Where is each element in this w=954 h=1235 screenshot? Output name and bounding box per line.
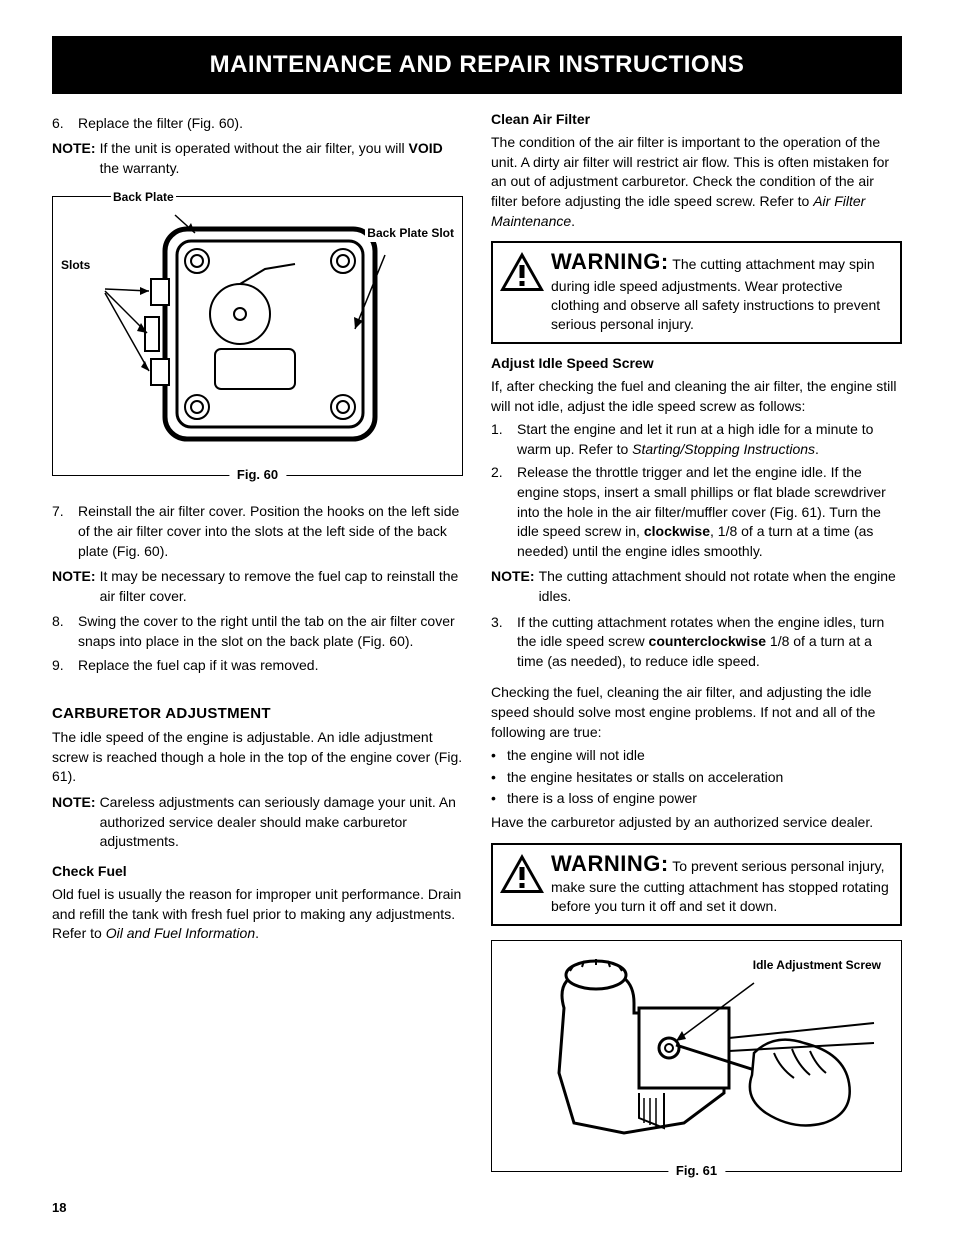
- bullet-1: • the engine will not idle: [491, 746, 902, 766]
- note-text: It may be necessary to remove the fuel c…: [100, 567, 463, 606]
- adjust-step-3: 3. If the cutting attachment rotates whe…: [491, 613, 902, 672]
- warning-text: WARNING: To prevent serious personal inj…: [551, 849, 892, 916]
- checkfuel-italic: Oil and Fuel Information: [106, 925, 255, 941]
- warning-cutting-attachment: WARNING: The cutting attachment may spin…: [491, 241, 902, 343]
- note-careless: NOTE: Careless adjustments can seriously…: [52, 793, 463, 852]
- bullet-dot: •: [491, 768, 507, 788]
- step-number: 2.: [491, 463, 517, 561]
- have-adjusted: Have the carburetor adjusted by an autho…: [491, 813, 902, 833]
- bullet-dot: •: [491, 789, 507, 809]
- bullet-text: there is a loss of engine power: [507, 789, 697, 809]
- step-number: 6.: [52, 114, 78, 134]
- bullet-2: • the engine hesitates or stalls on acce…: [491, 768, 902, 788]
- note-label: NOTE:: [52, 793, 100, 852]
- step-number: 8.: [52, 612, 78, 651]
- warning-head: WARNING:: [551, 851, 669, 876]
- adjust-step-1: 1. Start the engine and let it run at a …: [491, 420, 902, 459]
- step-9: 9. Replace the fuel cap if it was remove…: [52, 656, 463, 676]
- step-number: 1.: [491, 420, 517, 459]
- figure-60: Back Plate Back Plate Slot Slots: [52, 196, 463, 476]
- step-number: 7.: [52, 502, 78, 561]
- carburetor-intro: The idle speed of the engine is adjustab…: [52, 728, 463, 787]
- fig60-label-slots: Slots: [59, 257, 92, 274]
- adjust-step-2: 2. Release the throttle trigger and let …: [491, 463, 902, 561]
- step-text: Replace the filter (Fig. 60).: [78, 114, 463, 134]
- warning-head: WARNING:: [551, 249, 669, 274]
- bullet-text: the engine will not idle: [507, 746, 645, 766]
- clean-post: .: [571, 213, 575, 229]
- fig61-diagram: [504, 953, 884, 1163]
- fig61-caption: Fig. 61: [668, 1162, 725, 1180]
- step-text: Start the engine and let it run at a hig…: [517, 420, 902, 459]
- note-label: NOTE:: [491, 567, 539, 606]
- adjust-idle-intro: If, after checking the fuel and cleaning…: [491, 377, 902, 416]
- checkfuel-post: .: [255, 925, 259, 941]
- bullet-text: the engine hesitates or stalls on accele…: [507, 768, 783, 788]
- step-text: Reinstall the air filter cover. Position…: [78, 502, 463, 561]
- warning-text: WARNING: The cutting attachment may spin…: [551, 247, 892, 333]
- fig60-label-backplate: Back Plate: [111, 189, 176, 206]
- checking-paragraph: Checking the fuel, cleaning the air filt…: [491, 683, 902, 742]
- note-fuel-cap: NOTE: It may be necessary to remove the …: [52, 567, 463, 606]
- a1-italic: Starting/Stopping Instructions: [632, 441, 815, 457]
- a1-post: .: [815, 441, 819, 457]
- step-text: Release the throttle trigger and let the…: [517, 463, 902, 561]
- step-text: Replace the fuel cap if it was removed.: [78, 656, 463, 676]
- check-fuel-heading: Check Fuel: [52, 862, 463, 882]
- step-6: 6. Replace the filter (Fig. 60).: [52, 114, 463, 134]
- note-bold: VOID: [409, 140, 443, 156]
- fig60-label-backplateslot: Back Plate Slot: [365, 225, 456, 242]
- left-column: 6. Replace the filter (Fig. 60). NOTE: I…: [52, 110, 463, 1190]
- note-attachment-rotate: NOTE: The cutting attachment should not …: [491, 567, 902, 606]
- warning-icon: [497, 247, 551, 295]
- check-fuel-text: Old fuel is usually the reason for impro…: [52, 885, 463, 944]
- bullet-3: • there is a loss of engine power: [491, 789, 902, 809]
- step-8: 8. Swing the cover to the right until th…: [52, 612, 463, 651]
- note-pre: If the unit is operated without the air …: [100, 140, 409, 156]
- carburetor-heading: CARBURETOR ADJUSTMENT: [52, 703, 463, 724]
- step-number: 9.: [52, 656, 78, 676]
- warning-icon: [497, 849, 551, 897]
- note-text: If the unit is operated without the air …: [100, 139, 463, 178]
- manual-page: MAINTENANCE AND REPAIR INSTRUCTIONS 6. R…: [0, 0, 954, 1235]
- warning-prevent-injury: WARNING: To prevent serious personal inj…: [491, 843, 902, 926]
- fig60-diagram: [65, 209, 445, 459]
- clean-air-filter-heading: Clean Air Filter: [491, 110, 902, 130]
- page-number: 18: [52, 1199, 66, 1217]
- figure-61: Idle Adjustment Screw: [491, 940, 902, 1172]
- two-column-layout: 6. Replace the filter (Fig. 60). NOTE: I…: [52, 110, 902, 1190]
- note-post: the warranty.: [100, 160, 180, 176]
- note-text: Careless adjustments can seriously damag…: [100, 793, 463, 852]
- bullet-dot: •: [491, 746, 507, 766]
- note-label: NOTE:: [52, 139, 100, 178]
- fig61-label-idle: Idle Adjustment Screw: [751, 957, 883, 974]
- note-text: The cutting attachment should not rotate…: [539, 567, 902, 606]
- step-text: Swing the cover to the right until the t…: [78, 612, 463, 651]
- adjust-idle-heading: Adjust Idle Speed Screw: [491, 354, 902, 374]
- clean-air-filter-text: The condition of the air filter is impor…: [491, 133, 902, 231]
- page-title: MAINTENANCE AND REPAIR INSTRUCTIONS: [52, 36, 902, 94]
- note-label: NOTE:: [52, 567, 100, 606]
- right-column: Clean Air Filter The condition of the ai…: [491, 110, 902, 1190]
- step-text: If the cutting attachment rotates when t…: [517, 613, 902, 672]
- step-7: 7. Reinstall the air filter cover. Posit…: [52, 502, 463, 561]
- step-number: 3.: [491, 613, 517, 672]
- a3-bold: counterclockwise: [649, 633, 767, 649]
- fig60-caption: Fig. 60: [229, 466, 286, 484]
- a2-bold: clockwise: [644, 523, 710, 539]
- note-void-warranty: NOTE: If the unit is operated without th…: [52, 139, 463, 178]
